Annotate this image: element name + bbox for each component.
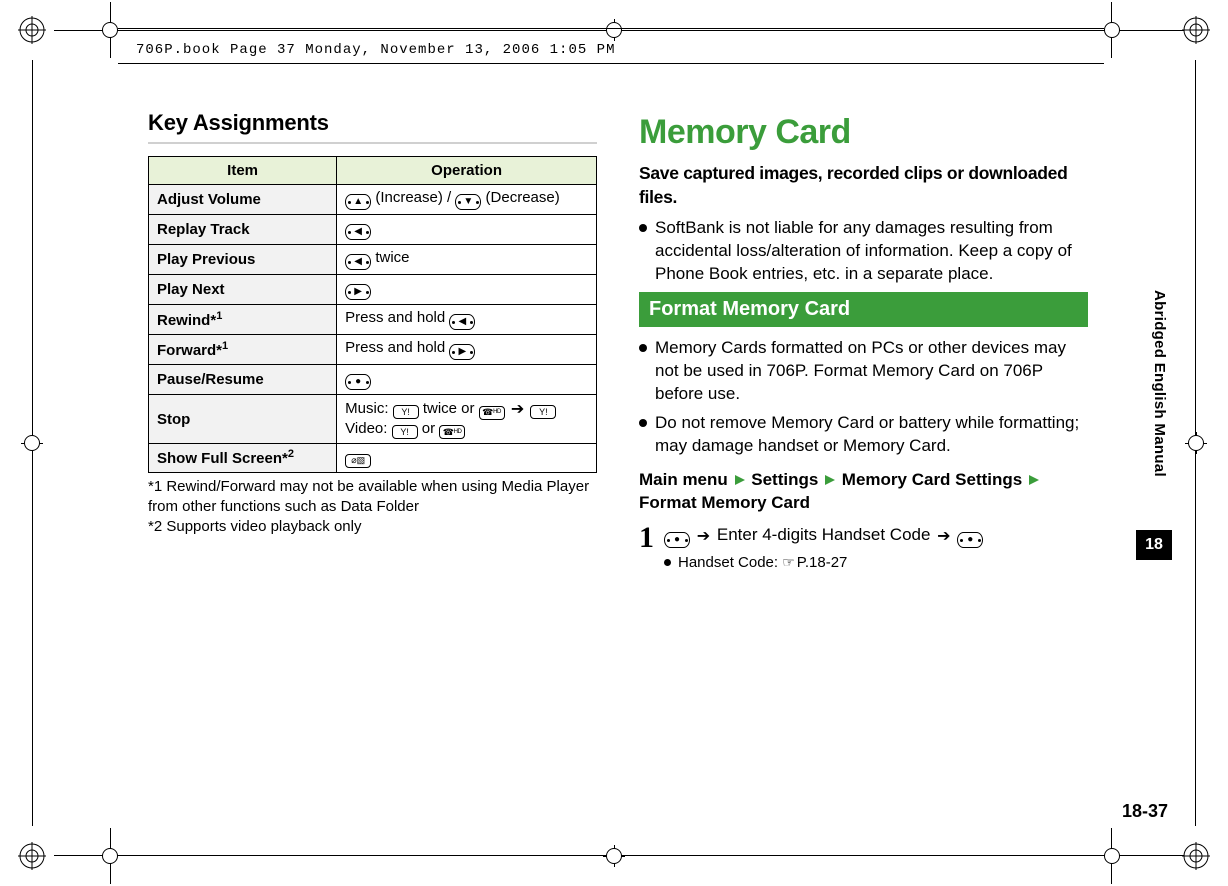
crop-circle-icon	[102, 848, 118, 864]
table-cell-operation: Press and hold ▶	[337, 335, 597, 365]
reg-mark-icon	[1182, 16, 1210, 44]
crop-circle-icon	[1104, 22, 1120, 38]
content: Key Assignments Item Operation Adjust Vo…	[148, 110, 1088, 810]
reg-mark-icon	[1182, 842, 1210, 870]
list-item: Memory Cards formatted on PCs or other d…	[639, 337, 1088, 406]
nav-segment: Settings	[751, 470, 818, 489]
nav-segment: Main menu	[639, 470, 728, 489]
footnote-1: *1 Rewind/Forward may not be available w…	[148, 477, 597, 518]
table-cell-operation: ◀ twice	[337, 245, 597, 275]
table-cell-item: Pause/Resume	[149, 365, 337, 395]
table-cell-item: Show Full Screen*2	[149, 444, 337, 473]
footnotes: *1 Rewind/Forward may not be available w…	[148, 477, 597, 538]
nav-segment: Format Memory Card	[639, 493, 810, 512]
reg-mark-icon	[18, 842, 46, 870]
table-cell-item: Play Next	[149, 275, 337, 305]
table-cell-item: Adjust Volume	[149, 185, 337, 215]
table-row: Play Previous◀ twice	[149, 245, 597, 275]
right-column: Memory Card Save captured images, record…	[639, 110, 1088, 810]
table-cell-operation: Press and hold ◀	[337, 305, 597, 335]
table-row: StopMusic: Y! twice or ☎ᴴᴰ ➔ Y!Video: Y!…	[149, 395, 597, 444]
table-cell-operation: ⌀▧	[337, 444, 597, 473]
table-row: Forward*1Press and hold ▶	[149, 335, 597, 365]
step-1: 1 ● ➔ Enter 4-digits Handset Code ➔ ● Ha…	[639, 523, 1088, 573]
section-rule	[148, 142, 597, 144]
table-cell-item: Forward*1	[149, 335, 337, 365]
step-body: ● ➔ Enter 4-digits Handset Code ➔ ●	[664, 523, 983, 548]
step-sub: Handset Code: ☞P.18-27	[664, 553, 983, 573]
table-cell-operation: ◀	[337, 215, 597, 245]
nav-path: Main menu Settings Memory Card Settings …	[639, 468, 1088, 516]
step-number: 1	[639, 523, 654, 553]
page: 706P.book Page 37 Monday, November 13, 2…	[0, 0, 1228, 886]
table-row: Replay Track◀	[149, 215, 597, 245]
table-cell-item: Play Previous	[149, 245, 337, 275]
nav-segment: Memory Card Settings	[842, 470, 1022, 489]
left-column: Key Assignments Item Operation Adjust Vo…	[148, 110, 597, 810]
side-label: Abridged English Manual	[1151, 290, 1168, 477]
sub-bullets: Memory Cards formatted on PCs or other d…	[639, 337, 1088, 458]
sub-header-format: Format Memory Card	[639, 292, 1088, 327]
chapter-tab: 18	[1136, 530, 1172, 560]
table-cell-item: Stop	[149, 395, 337, 444]
crop-circle-icon	[102, 22, 118, 38]
key-assignments-table: Item Operation Adjust Volume▲ (Increase)…	[148, 156, 597, 473]
list-item: SoftBank is not liable for any damages r…	[639, 217, 1088, 286]
intro-bullets: SoftBank is not liable for any damages r…	[639, 217, 1088, 286]
table-cell-operation: ●	[337, 365, 597, 395]
table-header-operation: Operation	[337, 157, 597, 185]
page-number: 18-37	[1122, 801, 1168, 822]
table-cell-operation: ▶	[337, 275, 597, 305]
table-cell-item: Replay Track	[149, 215, 337, 245]
header-meta: 706P.book Page 37 Monday, November 13, 2…	[136, 42, 615, 58]
footnote-2: *2 Supports video playback only	[148, 517, 597, 537]
crop-circle-icon	[1188, 435, 1204, 451]
table-row: Show Full Screen*2⌀▧	[149, 444, 597, 473]
table-row: Pause/Resume●	[149, 365, 597, 395]
crop-circle-icon	[606, 848, 622, 864]
table-header-item: Item	[149, 157, 337, 185]
reg-mark-icon	[18, 16, 46, 44]
table-row: Rewind*1Press and hold ◀	[149, 305, 597, 335]
table-cell-operation: Music: Y! twice or ☎ᴴᴰ ➔ Y!Video: Y! or …	[337, 395, 597, 444]
table-row: Adjust Volume▲ (Increase) / ▼ (Decrease)	[149, 185, 597, 215]
table-cell-item: Rewind*1	[149, 305, 337, 335]
table-cell-operation: ▲ (Increase) / ▼ (Decrease)	[337, 185, 597, 215]
main-title-memory-card: Memory Card	[639, 110, 1088, 156]
crop-circle-icon	[1104, 848, 1120, 864]
lead-text: Save captured images, recorded clips or …	[639, 162, 1088, 209]
crop-circle-icon	[24, 435, 40, 451]
section-title-key-assignments: Key Assignments	[148, 110, 597, 136]
list-item: Do not remove Memory Card or battery whi…	[639, 412, 1088, 458]
table-row: Play Next▶	[149, 275, 597, 305]
